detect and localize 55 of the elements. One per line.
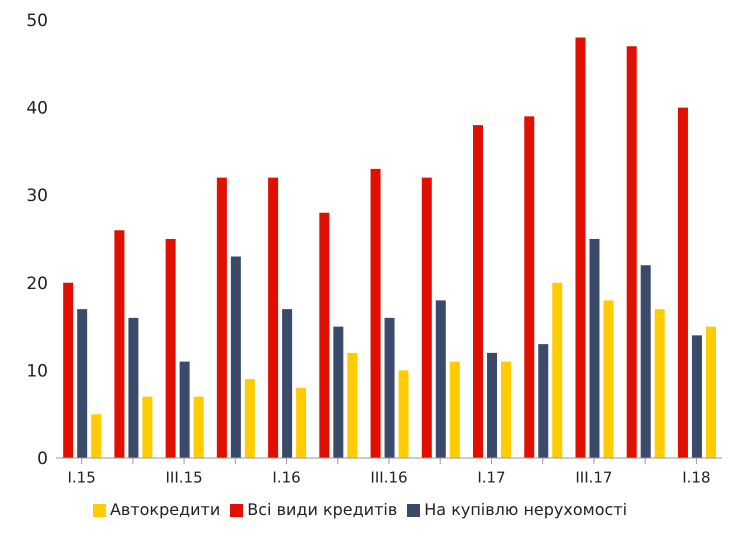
bar <box>589 239 600 458</box>
bar <box>436 300 446 458</box>
x-tick-label: I.15 <box>67 468 96 487</box>
bar <box>678 108 688 458</box>
bar <box>333 326 344 458</box>
bar <box>347 352 358 458</box>
bar <box>450 362 460 458</box>
bar <box>91 414 102 458</box>
legend-label: На купівлю нерухомості <box>424 500 628 519</box>
bar <box>487 352 498 458</box>
bar <box>692 335 702 458</box>
bar <box>384 318 395 458</box>
bar <box>552 282 562 458</box>
bar <box>603 300 614 458</box>
bar <box>319 212 330 458</box>
bar <box>282 309 292 458</box>
legend-label: Всі види кредитів <box>247 500 398 519</box>
y-tick-label: 40 <box>26 98 48 119</box>
bar <box>180 362 190 458</box>
bar <box>538 344 548 458</box>
bar <box>422 178 432 458</box>
bar <box>244 379 255 458</box>
bar <box>370 168 381 458</box>
bar <box>166 239 176 458</box>
bar <box>398 370 409 458</box>
y-tick-label: 50 <box>26 11 48 32</box>
legend-label: Автокредити <box>110 500 220 519</box>
bar <box>77 309 88 458</box>
bar <box>524 116 534 458</box>
bar <box>268 178 278 458</box>
x-tick-label: I.16 <box>272 468 301 487</box>
bar <box>63 282 74 458</box>
bar <box>473 125 484 458</box>
bar <box>296 388 306 458</box>
y-tick-label: 20 <box>26 274 48 294</box>
bar <box>114 230 124 458</box>
x-tick-label: I.18 <box>682 468 711 487</box>
bar <box>640 265 651 458</box>
y-tick-label: 30 <box>26 186 48 206</box>
x-tick-label: I.17 <box>477 468 506 487</box>
bar <box>626 46 637 458</box>
bar <box>142 396 152 458</box>
bar <box>216 178 227 458</box>
bar <box>194 396 204 458</box>
x-tick-label: III.17 <box>575 468 612 487</box>
bar <box>575 38 586 458</box>
bar <box>654 309 665 458</box>
x-tick-label: III.16 <box>370 468 408 487</box>
y-tick-label: 10 <box>26 361 48 382</box>
bar <box>706 326 716 458</box>
y-tick-label: 0 <box>37 449 48 470</box>
bar <box>230 256 241 458</box>
bar <box>128 318 138 458</box>
x-tick-label: III.15 <box>166 468 203 487</box>
bar <box>501 362 512 458</box>
